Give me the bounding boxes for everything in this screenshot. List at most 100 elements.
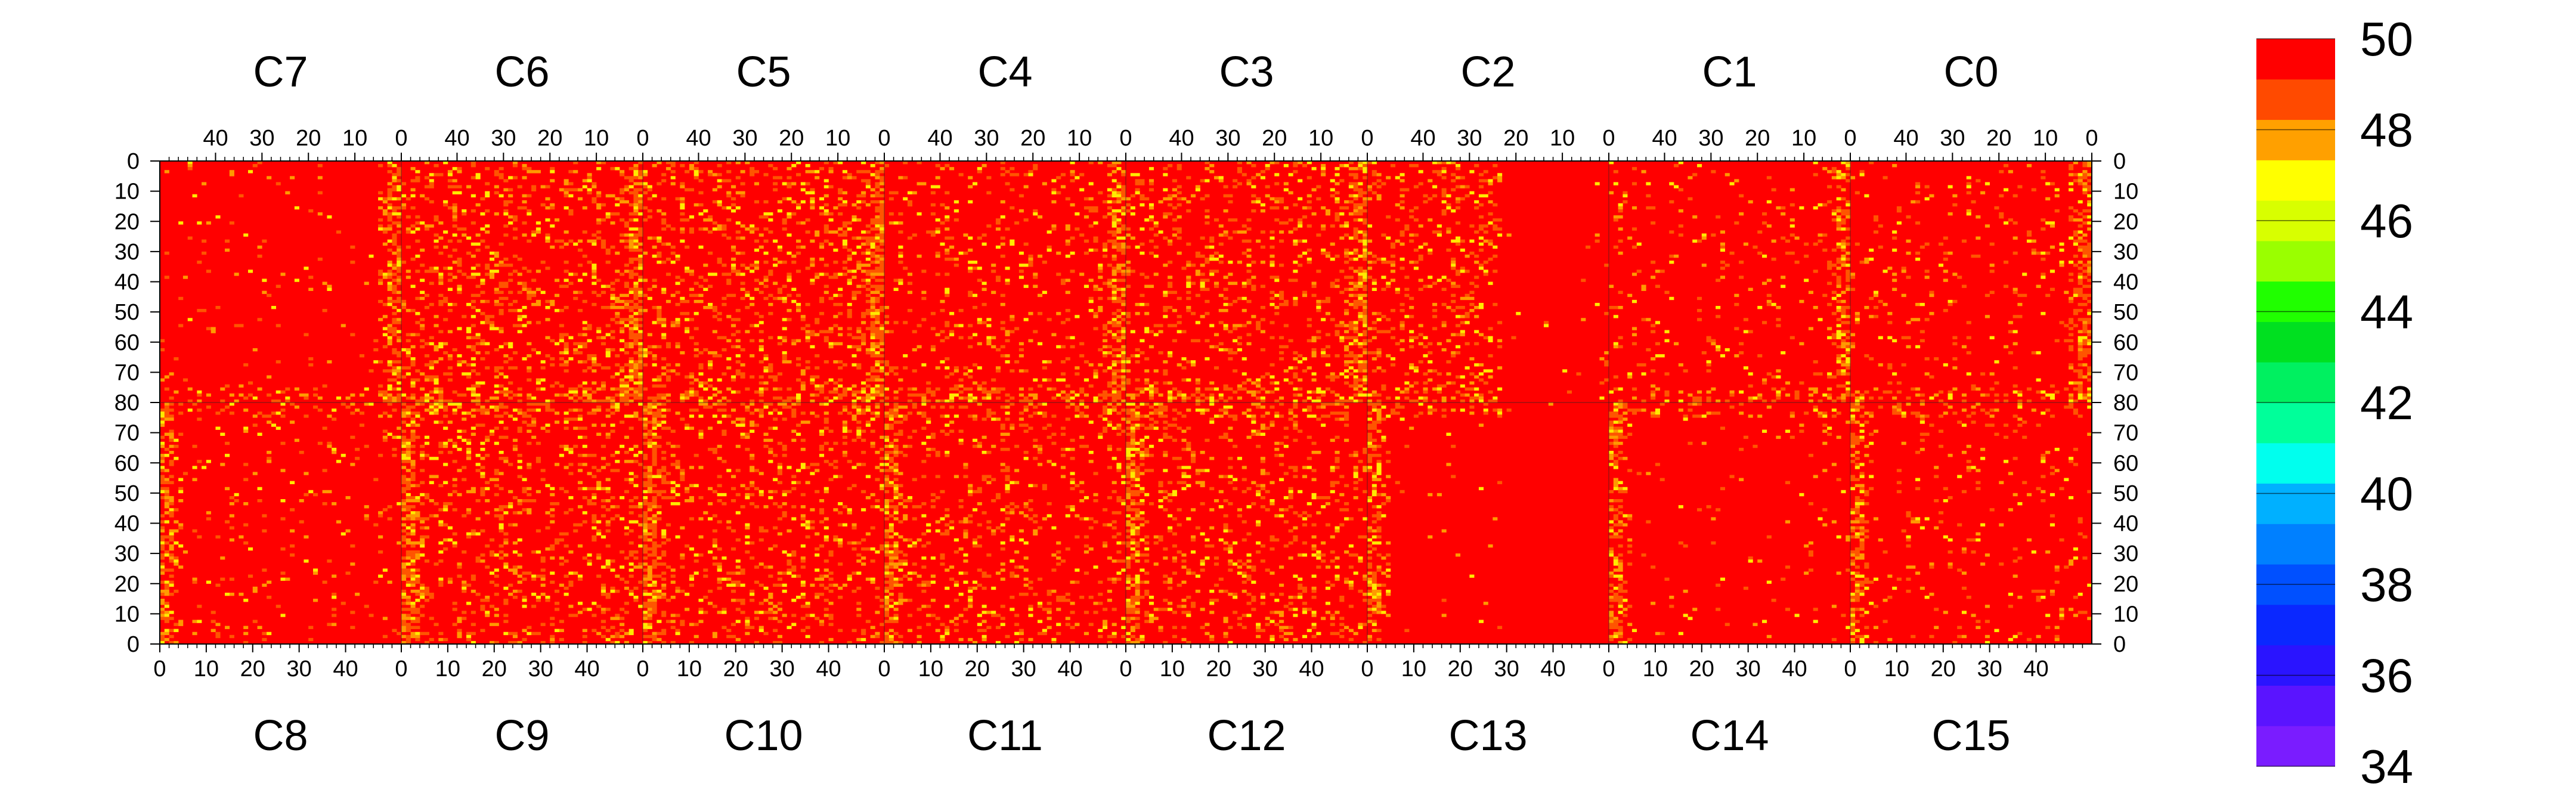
heatmap-cell: [1344, 348, 1349, 352]
heatmap-cell: [1938, 399, 1944, 403]
heatmap-cell: [1200, 197, 1205, 201]
heatmap-cell: [443, 296, 448, 301]
heatmap-cell: [875, 312, 880, 315]
heatmap-cell: [1293, 366, 1298, 370]
heatmap-cell: [1140, 251, 1145, 255]
heatmap-cell: [2004, 399, 2009, 403]
heatmap-cell: [1655, 354, 1660, 358]
heatmap-cell: [1088, 197, 1094, 201]
heatmap-cell: [1237, 296, 1243, 301]
heatmap-cell: [1075, 176, 1080, 179]
heatmap-cell: [605, 248, 611, 252]
heatmap-cell: [397, 309, 402, 312]
heatmap-cell: [1497, 176, 1503, 179]
heatmap-cell: [624, 318, 629, 321]
heatmap-cell: [940, 360, 945, 364]
heatmap-cell: [1274, 275, 1280, 279]
heatmap-cell: [1111, 321, 1117, 324]
heatmap-cell: [1831, 399, 1837, 403]
heatmap-cell: [1353, 209, 1358, 213]
heatmap-cell: [875, 227, 880, 231]
heatmap-cell: [555, 309, 560, 312]
heatmap-cell: [1353, 336, 1358, 339]
heatmap-cell: [1460, 306, 1465, 309]
heatmap-cell: [1836, 306, 1841, 309]
heatmap-cell: [730, 197, 736, 201]
heatmap-cell: [392, 251, 397, 255]
heatmap-cell: [392, 212, 397, 216]
heatmap-cell: [758, 390, 764, 394]
heatmap-cell: [972, 261, 978, 264]
heatmap-cell: [657, 321, 662, 324]
heatmap-cell: [1274, 200, 1280, 204]
heatmap-cell: [1948, 396, 1953, 400]
heatmap-cell: [1739, 342, 1744, 346]
heatmap-cell: [949, 236, 955, 240]
heatmap-cell: [387, 296, 392, 301]
heatmap-cell: [1121, 236, 1126, 240]
heatmap-cell: [768, 375, 773, 379]
heatmap-cell: [499, 290, 504, 295]
heatmap-cell: [1859, 396, 1865, 400]
heatmap-cell: [624, 239, 629, 243]
heatmap-cell: [1724, 348, 1730, 352]
heatmap-cell: [470, 194, 476, 198]
heatmap-cell: [1409, 339, 1414, 343]
heatmap-cell: [1460, 239, 1465, 243]
heatmap-cell: [1711, 342, 1716, 346]
heatmap-cell: [392, 351, 397, 355]
heatmap-cell: [275, 284, 281, 288]
heatmap-cell: [1497, 218, 1503, 222]
heatmap-cell: [945, 164, 950, 168]
heatmap-cell: [452, 218, 457, 222]
heatmap-cell: [945, 287, 950, 291]
heatmap-cell: [1952, 342, 1958, 346]
heatmap-cell: [670, 369, 676, 373]
heatmap-cell: [1789, 224, 1795, 228]
heatmap-cell: [1111, 164, 1117, 168]
heatmap-cell: [968, 185, 973, 188]
heatmap-cell: [1878, 336, 1883, 339]
heatmap-cell: [1692, 399, 1698, 403]
heatmap-cell: [953, 369, 959, 373]
heatmap-cell: [1915, 200, 1921, 204]
heatmap-cell: [1348, 185, 1354, 188]
heatmap-cell: [206, 327, 211, 330]
heatmap-cell: [875, 224, 880, 228]
heatmap-cell: [1381, 384, 1386, 388]
heatmap-cell: [2008, 330, 2013, 333]
heatmap-cell: [527, 396, 532, 400]
heatmap-cell: [410, 224, 416, 228]
heatmap-cell: [810, 375, 815, 379]
heatmap-cell: [462, 372, 467, 376]
heatmap-cell: [1376, 173, 1382, 177]
heatmap-cell: [1246, 227, 1252, 231]
heatmap-cell: [429, 360, 434, 364]
heatmap-cell: [1432, 194, 1438, 198]
heatmap-cell: [963, 396, 968, 400]
heatmap-cell: [1478, 399, 1484, 403]
heatmap-cell: [880, 239, 885, 243]
heatmap-cell: [415, 215, 420, 219]
heatmap-cell: [489, 270, 495, 273]
heatmap-cell: [633, 188, 639, 191]
heatmap-cell: [1623, 200, 1628, 204]
heatmap-cell: [535, 351, 541, 355]
heatmap-cell: [861, 264, 866, 267]
heatmap-cell: [470, 267, 476, 270]
heatmap-cell: [610, 318, 615, 321]
heatmap-cell: [1376, 318, 1382, 321]
heatmap-cell: [787, 318, 792, 321]
heatmap-cell: [1376, 330, 1382, 333]
heatmap-cell: [350, 245, 355, 249]
heatmap-cell: [945, 375, 950, 379]
heatmap-cell: [1121, 299, 1126, 304]
heatmap-cell: [503, 390, 509, 394]
heatmap-cell: [485, 273, 490, 276]
heatmap-cell: [940, 167, 945, 171]
heatmap-cell: [796, 378, 801, 382]
heatmap-cell: [1413, 336, 1419, 339]
heatmap-cell: [665, 167, 671, 171]
heatmap-cell: [1776, 324, 1781, 327]
heatmap-cell: [1674, 164, 1679, 168]
